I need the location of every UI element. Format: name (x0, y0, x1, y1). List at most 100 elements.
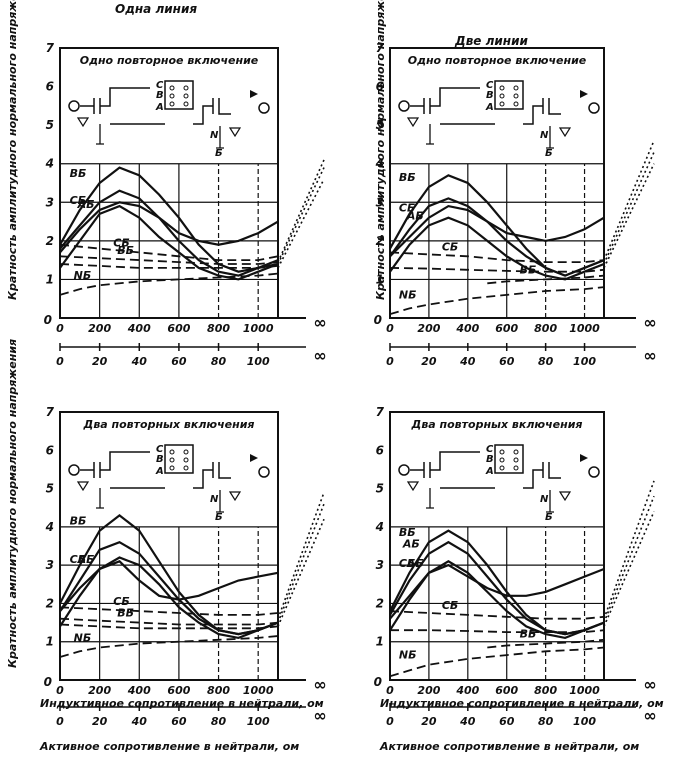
phase-label-b: B (486, 454, 494, 465)
y-tick-label: 4 (45, 520, 54, 534)
series-line (59, 255, 279, 265)
neutral-label: N (540, 130, 549, 141)
x-axis-label-active-right: Активное сопротивление в нейтрали, ом (380, 740, 640, 753)
series-line (389, 560, 605, 640)
contact-icon (169, 449, 175, 455)
panel-title: Два повторных включения (411, 418, 583, 431)
contact-icon (499, 465, 505, 471)
secondary-x-tick-label: 20 (92, 355, 108, 368)
contact-icon (499, 101, 505, 107)
x-axis-label-active-left: Активное сопротивление в нейтрали, ом (40, 740, 300, 753)
secondary-x-tick-label-infinity: ∞ (643, 346, 656, 365)
line-switch-box (494, 80, 524, 110)
secondary-x-tick-label: 100 (573, 355, 596, 368)
load-icon (588, 466, 600, 478)
secondary-x-tick-label-zero: 0 (56, 715, 64, 728)
phase-label-b: B (156, 90, 164, 101)
x-tick-label: 600 (167, 322, 190, 335)
secondary-x-tick-label: 20 (421, 715, 437, 728)
panel-title: Одно повторное включение (408, 54, 587, 67)
secondary-x-tick-label: 100 (247, 355, 270, 368)
asymptote-line (603, 511, 655, 627)
series-label: АБ (77, 198, 95, 211)
x-tick-label-zero: 0 (386, 322, 394, 335)
neutral-reactor-icon (96, 488, 224, 513)
series-line (59, 540, 279, 636)
series-label: NБ (399, 289, 417, 302)
series-line (59, 606, 279, 616)
y-tick-label: 4 (375, 520, 384, 534)
x-tick-label: 1000 (243, 684, 274, 697)
secondary-x-tick-label: 40 (459, 355, 476, 368)
series-line (389, 204, 605, 258)
phase-label-a: A (155, 102, 164, 113)
contact-icon (169, 85, 175, 91)
secondary-x-tick-label-infinity: ∞ (313, 706, 326, 725)
y-tick-label-zero: 0 (374, 313, 382, 327)
y-tick-label: 4 (375, 157, 384, 171)
asymptote-line (603, 495, 655, 623)
x-tick-label: 800 (534, 684, 557, 697)
series-line (389, 216, 605, 281)
series-line (487, 274, 605, 285)
series-line (389, 197, 605, 277)
series-line (59, 243, 279, 261)
series-label: ВБ (520, 628, 537, 641)
y-tick-label: 4 (45, 157, 54, 171)
phase-label-c: C (156, 444, 164, 455)
secondary-x-tick-label-infinity: ∞ (643, 706, 656, 725)
asymptote-line (603, 151, 655, 265)
x-tick-label: 200 (88, 684, 111, 697)
x-tick-label: 400 (455, 322, 479, 335)
series-line (59, 623, 279, 630)
asymptote-line (277, 159, 325, 263)
plot-frame (389, 411, 605, 681)
load-icon (258, 102, 270, 114)
neutral-label: N (210, 130, 219, 141)
line-wire (110, 462, 231, 489)
y-tick-label-zero: 0 (374, 675, 382, 689)
contact-icon (183, 457, 189, 463)
series-label: ВБ (70, 515, 87, 528)
x-tick-label: 400 (455, 684, 479, 697)
circuit-schematic: CBA NБ (68, 444, 270, 523)
y-tick-label: 6 (376, 443, 384, 457)
series-line (389, 646, 605, 678)
arrow-icon (250, 90, 258, 98)
y-tick-label: 2 (376, 234, 384, 248)
x-tick-label: 600 (495, 322, 518, 335)
secondary-x-tick-label-zero: 0 (386, 355, 394, 368)
circuit-schematic: CBA NБ (398, 444, 600, 523)
x-tick-label: 200 (88, 322, 111, 335)
neutral-reactor-icon (426, 124, 554, 149)
series-line (389, 267, 605, 273)
x-tick-label-infinity: ∞ (643, 313, 656, 332)
phase-label-a: A (485, 466, 494, 477)
y-tick-label: 5 (46, 118, 54, 132)
y-tick-label: 3 (46, 195, 54, 209)
series-line (389, 610, 605, 620)
y-tick-label-zero: 0 (44, 675, 52, 689)
contact-icon (183, 465, 189, 471)
secondary-x-tick-label-zero: 0 (56, 355, 64, 368)
asymptote-line (277, 178, 325, 269)
series-label: СБ (399, 557, 415, 570)
x-tick-label-infinity: ∞ (313, 313, 326, 332)
y-tick-label: 1 (46, 635, 54, 649)
contact-icon (169, 93, 175, 99)
x-tick-label: 400 (127, 322, 151, 335)
contact-icon (513, 449, 519, 455)
secondary-x-tick-label: 80 (538, 715, 554, 728)
x-tick-label: 200 (417, 684, 440, 697)
phase-label-c: C (156, 80, 164, 91)
x-tick-label-infinity: ∞ (643, 675, 656, 694)
y-tick-label: 1 (376, 272, 384, 286)
series-line (389, 540, 605, 636)
x-tick-label-zero: 0 (56, 684, 64, 697)
ground-label: Б (545, 148, 553, 159)
y-tick-label: 6 (46, 443, 54, 457)
arrow-icon (580, 454, 588, 462)
line-switch-box (164, 444, 194, 474)
